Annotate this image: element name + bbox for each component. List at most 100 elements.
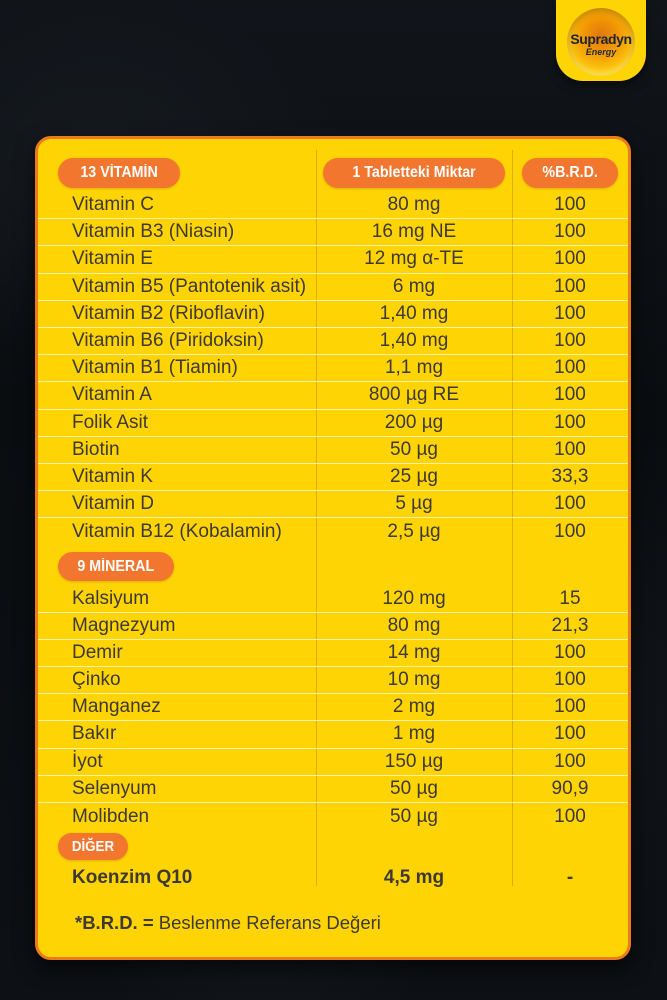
nutrient-brd: 33,3 — [551, 465, 589, 487]
table-row: Kalsiyum 120 mg 15 — [38, 585, 628, 613]
table-row: Vitamin B6 (Piridoksin) 1,40 mg 100 — [38, 328, 628, 356]
table-row: Vitamin B3 (Niasin) 16 mg NE 100 — [38, 219, 628, 247]
other-section-header: DİĞER — [38, 833, 628, 862]
footnote: *B.R.D. = Beslenme Referans Değeri — [75, 912, 381, 934]
minerals-header-label: 9 MİNERAL — [77, 557, 155, 575]
minerals-block: Kalsiyum 120 mg 15 Magnezyum 80 mg 21,3 … — [38, 585, 628, 830]
nutrient-amount: 800 µg RE — [368, 384, 460, 406]
nutrient-brd: 100 — [554, 411, 586, 433]
table-row: Molibden 50 µg 100 — [38, 803, 628, 830]
table-row: Vitamin B12 (Kobalamin) 2,5 µg 100 — [38, 518, 628, 545]
nutrient-amount: 14 mg — [387, 641, 441, 663]
nutrient-brd: 100 — [554, 493, 586, 515]
nutrient-amount: 4,5 mg — [383, 867, 445, 889]
table-row: İyot 150 µg 100 — [38, 749, 628, 776]
other-block: Koenzim Q10 4,5 mg - — [38, 864, 628, 892]
table-row: Vitamin E 12 mg α-TE 100 — [38, 246, 628, 274]
nutrient-name: Koenzim Q10 — [72, 867, 193, 889]
header-cell-vitamins: 13 VİTAMİN — [38, 158, 316, 188]
table-row: Vitamin B1 (Tiamin) 1,1 mg 100 — [38, 355, 628, 383]
nutrient-amount: 2,5 µg — [387, 520, 441, 542]
table-row: Bakır 1 mg 100 — [38, 721, 628, 749]
nutrient-name: Manganez — [72, 696, 161, 718]
other-header-label: DİĞER — [71, 838, 115, 855]
nutrient-brd: 100 — [554, 805, 586, 827]
table-row: Çinko 10 mg 100 — [38, 667, 628, 695]
nutrient-name: İyot — [72, 750, 103, 772]
minerals-section-header: 9 MİNERAL — [38, 552, 628, 582]
nutrient-amount: 5 µg — [395, 493, 433, 515]
nutrient-name: Vitamin A — [72, 384, 152, 406]
table: 13 VİTAMİN 1 Tabletteki Miktar %B.R.D. V… — [38, 139, 628, 892]
nutrient-brd: 100 — [554, 669, 586, 691]
table-row: Vitamin C 80 mg 100 — [38, 192, 628, 220]
footnote-definition: Beslenme Referans Değeri — [158, 912, 381, 933]
nutrient-name: Selenyum — [72, 777, 157, 799]
table-row: Demir 14 mg 100 — [38, 640, 628, 667]
nutrient-name: Vitamin B12 (Kobalamin) — [72, 520, 282, 542]
header-cell-amount: 1 Tabletteki Miktar — [316, 158, 512, 188]
nutrient-brd: 100 — [554, 438, 586, 460]
nutrient-amount: 150 µg — [384, 750, 444, 772]
nutrient-brd: 100 — [554, 696, 586, 718]
nutrient-amount: 16 mg NE — [371, 221, 457, 243]
nutrient-amount: 25 µg — [390, 465, 438, 487]
amount-header-badge: 1 Tabletteki Miktar — [323, 158, 505, 188]
vitamins-header-label: 13 VİTAMİN — [80, 164, 158, 181]
nutrient-amount: 1,1 mg — [384, 357, 444, 379]
table-row: Manganez 2 mg 100 — [38, 694, 628, 722]
nutrient-amount: 10 mg — [387, 669, 441, 691]
table-row: Selenyum 50 µg 90,9 — [38, 776, 628, 803]
nutrient-brd: 100 — [554, 302, 586, 324]
nutrient-amount: 80 mg — [387, 614, 441, 636]
nutrient-name: Vitamin B1 (Tiamin) — [72, 357, 238, 379]
nutrient-name: Magnezyum — [72, 614, 176, 636]
vitamins-header-badge: 13 VİTAMİN — [58, 158, 180, 188]
other-header-badge: DİĞER — [58, 833, 128, 861]
brd-header-label: %B.R.D. — [542, 164, 598, 181]
nutrient-brd: 100 — [554, 330, 586, 352]
nutrient-name: Kalsiyum — [72, 587, 150, 609]
nutrient-name: Vitamin B3 (Niasin) — [72, 221, 235, 243]
vitamins-block: Vitamin C 80 mg 100 Vitamin B3 (Niasin) … — [38, 192, 628, 545]
nutrient-brd: 100 — [554, 384, 586, 406]
brand-name: Supradyn — [570, 31, 632, 47]
nutrient-name: Bakır — [72, 723, 117, 745]
nutrient-amount: 1 mg — [392, 723, 436, 745]
nutrient-brd: 100 — [554, 750, 586, 772]
nutrient-name: Vitamin K — [72, 465, 153, 487]
nutrient-brd: 100 — [554, 248, 586, 270]
amount-header-label: 1 Tabletteki Miktar — [352, 164, 476, 181]
nutrient-brd: 15 — [559, 587, 581, 609]
table-row: Vitamin D 5 µg 100 — [38, 491, 628, 519]
table-row: Vitamin B2 (Riboflavin) 1,40 mg 100 — [38, 301, 628, 328]
nutrient-amount: 6 mg — [392, 275, 436, 297]
nutrient-name: Vitamin E — [72, 248, 153, 270]
brd-header-badge: %B.R.D. — [522, 158, 618, 188]
nutrition-table-card: 13 VİTAMİN 1 Tabletteki Miktar %B.R.D. V… — [35, 136, 631, 960]
table-row: Koenzim Q10 4,5 mg - — [38, 864, 628, 892]
nutrient-brd: 21,3 — [551, 614, 589, 636]
minerals-header-badge: 9 MİNERAL — [58, 552, 174, 582]
nutrient-brd: - — [566, 867, 574, 889]
nutrient-brd: 100 — [554, 357, 586, 379]
table-row: Biotin 50 µg 100 — [38, 437, 628, 464]
nutrient-name: Molibden — [72, 805, 150, 827]
nutrient-amount: 200 µg — [384, 411, 444, 433]
supradyn-logo-icon: Supradyn Energy — [567, 8, 635, 76]
nutrient-name: Vitamin D — [72, 493, 155, 515]
nutrient-brd: 90,9 — [551, 777, 589, 799]
nutrient-amount: 2 mg — [392, 696, 436, 718]
nutrient-name: Vitamin B2 (Riboflavin) — [72, 302, 265, 324]
table-row: Magnezyum 80 mg 21,3 — [38, 613, 628, 640]
nutrient-name: Demir — [72, 641, 123, 663]
nutrient-amount: 1,40 mg — [379, 302, 449, 324]
nutrient-brd: 100 — [554, 520, 586, 542]
nutrient-brd: 100 — [554, 194, 586, 216]
footnote-abbreviation: *B.R.D. = — [75, 912, 154, 933]
table-row: Folik Asit 200 µg 100 — [38, 410, 628, 437]
table-row: Vitamin B5 (Pantotenik asit) 6 mg 100 — [38, 274, 628, 301]
brand-subname: Energy — [585, 47, 617, 57]
header-cell-brd: %B.R.D. — [512, 158, 628, 188]
